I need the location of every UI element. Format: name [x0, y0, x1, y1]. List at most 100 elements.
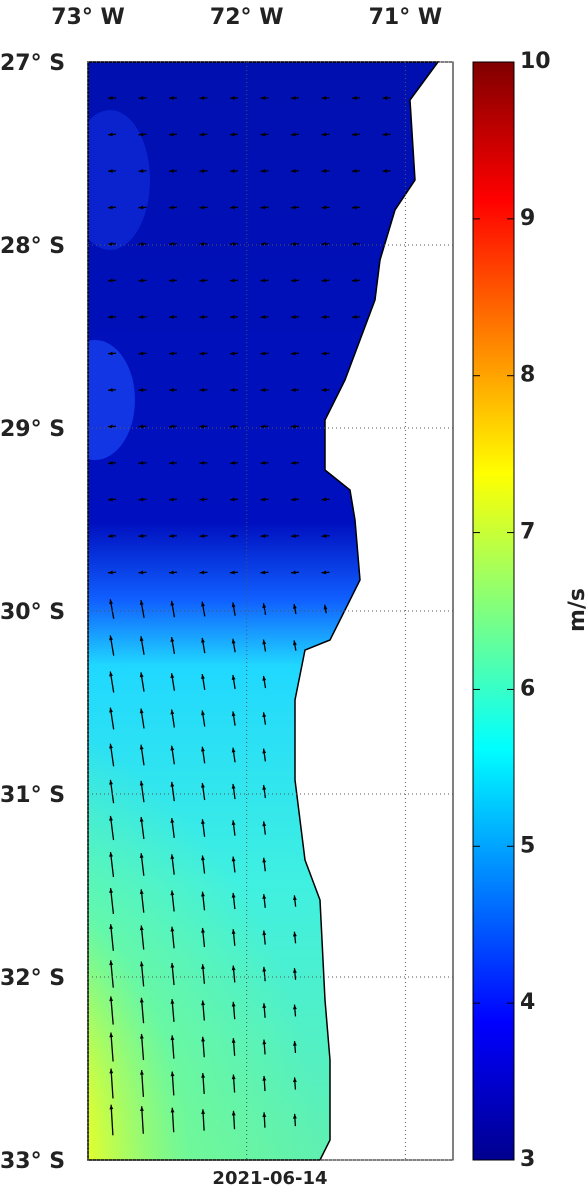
- colorbar-tick-label: 8: [520, 363, 535, 388]
- wind-arrow-head: [382, 169, 388, 173]
- wind-arrow-head: [230, 278, 235, 283]
- wind-arrow: [110, 1068, 114, 1099]
- wind-arrow-head: [201, 782, 205, 788]
- wind-arrow-head: [291, 169, 296, 173]
- wind-arrow-head: [138, 96, 144, 100]
- wind-arrow-head: [230, 315, 235, 319]
- wind-arrow-head: [321, 388, 327, 392]
- wind-arrow-head: [138, 570, 144, 575]
- wind-arrow-head: [201, 637, 205, 643]
- wind-arrow-head: [231, 747, 236, 753]
- wind-arrow-head: [199, 169, 205, 173]
- wind-arrow-head: [109, 671, 113, 677]
- wind-arrow-head: [291, 351, 296, 356]
- wind-arrow-head: [108, 388, 113, 392]
- wind-arrow-head: [321, 132, 327, 137]
- wind-arrow-head: [292, 931, 297, 937]
- wind-arrow-head: [139, 636, 144, 642]
- wind-arrow-head: [292, 968, 297, 973]
- wind-arrow-head: [140, 1106, 144, 1111]
- wind-arrow-head: [108, 278, 113, 283]
- wind-arrow-head: [321, 96, 327, 100]
- lat-tick-label: 30° S: [0, 600, 65, 625]
- wind-arrow-head: [231, 856, 236, 862]
- wind-arrow-head: [292, 1077, 297, 1083]
- wind-arrow-head: [231, 1074, 236, 1080]
- wind-arrow-head: [109, 815, 113, 821]
- wind-arrow-head: [170, 745, 175, 751]
- wind-arrow-head: [108, 132, 113, 137]
- colorbar-label: m/s: [565, 588, 588, 632]
- wind-arrow-head: [230, 461, 235, 465]
- wind-arrow-head: [231, 1038, 236, 1043]
- wind-arrow-head: [139, 889, 144, 895]
- wind-arrow-head: [169, 169, 174, 173]
- wind-arrow-head: [201, 819, 205, 825]
- wind-arrow-head: [291, 388, 296, 392]
- wind-arrow-head: [231, 675, 236, 680]
- wind-arrow-head: [292, 1113, 297, 1119]
- colorbar-tick-label: 3: [520, 1147, 535, 1172]
- wind-arrow-head: [352, 242, 357, 246]
- wind-arrow: [110, 1032, 114, 1062]
- wind-arrow-head: [262, 894, 267, 899]
- wind-arrow-head: [201, 1036, 206, 1042]
- wind-arrow-head: [108, 351, 113, 356]
- wind-arrow-head: [292, 1041, 297, 1046]
- wind-arrow-head: [199, 461, 205, 465]
- wind-arrow-head: [109, 707, 113, 713]
- wind-arrow-head: [169, 315, 174, 319]
- wind-arrow-head: [230, 424, 235, 429]
- wind-arrow-head: [230, 205, 235, 210]
- wind-arrow-head: [170, 637, 175, 642]
- coastline: [87, 61, 440, 1161]
- wind-arrow-head: [201, 601, 205, 607]
- wind-arrow-head: [291, 534, 296, 538]
- wind-arrow-head: [230, 169, 235, 173]
- wind-arrow-head: [231, 711, 236, 717]
- wind-arrow-head: [291, 132, 296, 137]
- wind-arrow-head: [169, 96, 174, 100]
- wind-arrow-head: [138, 461, 144, 465]
- wind-arrow-head: [352, 169, 357, 173]
- wind-arrow-head: [260, 278, 266, 283]
- wind-arrow-head: [260, 424, 266, 429]
- wind-arrow-head: [169, 570, 174, 575]
- wind-arrow-head: [108, 205, 113, 210]
- wind-arrow-head: [138, 278, 144, 283]
- wind-arrow-head: [138, 242, 144, 246]
- lon-tick-label: 71° W: [369, 5, 443, 30]
- wind-arrow-head: [199, 132, 205, 137]
- wind-arrow-head: [201, 746, 205, 752]
- wind-arrow-head: [109, 888, 114, 893]
- wind-arrow-head: [139, 672, 144, 678]
- wind-arrow-head: [199, 497, 205, 502]
- lon-tick-label: 72° W: [210, 5, 284, 30]
- wind-arrow-head: [139, 925, 144, 931]
- wind-arrow-head: [199, 424, 205, 429]
- wind-arrow-head: [231, 929, 236, 935]
- wind-arrow-head: [170, 926, 175, 932]
- wind-arrow-head: [231, 892, 236, 898]
- wind-arrow-head: [262, 785, 267, 790]
- wind-arrow-head: [138, 497, 144, 502]
- wind-arrow-head: [262, 930, 267, 936]
- wind-arrow-head: [352, 132, 357, 137]
- wind-arrow-head: [323, 604, 328, 610]
- wind-arrow-head: [231, 1110, 236, 1116]
- wind-arrow-head: [231, 602, 236, 608]
- wind-arrow-head: [262, 821, 267, 827]
- wind-arrow-head: [170, 890, 175, 896]
- wind-arrows: [107, 96, 391, 1136]
- lat-tick-label: 31° S: [0, 783, 65, 808]
- wind-arrow-head: [169, 534, 174, 538]
- wind-arrow-head: [170, 709, 175, 715]
- wind-arrow-head: [199, 388, 205, 392]
- wind-arrow-head: [109, 1032, 114, 1038]
- date-label: 2021-06-14: [212, 1168, 327, 1188]
- wind-arrow-head: [291, 461, 296, 465]
- wind-arrow-head: [139, 708, 144, 714]
- wind-arrow-head: [260, 132, 266, 137]
- colorbar-tick-label: 5: [520, 833, 535, 858]
